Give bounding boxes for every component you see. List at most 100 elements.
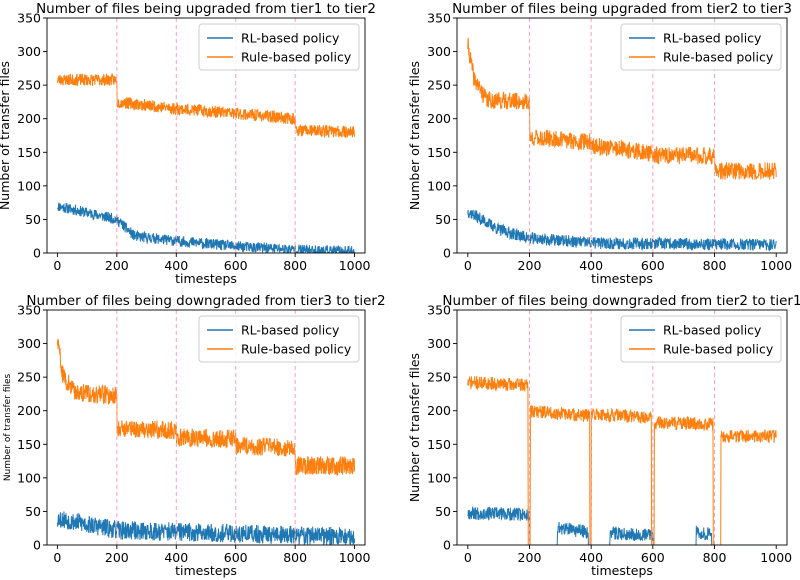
x-axis-label: timesteps xyxy=(591,271,653,286)
series-line-rule xyxy=(56,72,356,139)
subplot-3: 0 200 400 600 800 1000050100150200250300350Nu… xyxy=(3,293,386,578)
legend: RL-based policy Rule-based policy xyxy=(620,315,782,363)
y-tick-label: 200 xyxy=(17,111,41,126)
y-tick-label: 200 xyxy=(427,111,451,126)
chart-title: Number of files being upgraded from tier… xyxy=(36,1,376,17)
y-tick-label: 250 xyxy=(17,78,41,93)
plot-area xyxy=(467,37,777,252)
series-line-rl xyxy=(467,209,777,252)
y-tick-label: 350 xyxy=(17,303,41,318)
x-tick-label: 1000 xyxy=(760,258,792,273)
x-tick-label: 1000 xyxy=(339,550,371,565)
x-tick-label: 0 xyxy=(53,550,61,565)
legend-box xyxy=(198,315,360,363)
y-tick-label: 150 xyxy=(427,437,451,452)
axes-frame xyxy=(456,17,788,254)
x-tick-label: 200 xyxy=(518,550,542,565)
x-axis-label: timesteps xyxy=(175,271,237,286)
y-tick-label: 50 xyxy=(25,212,41,227)
x-tick-label: 800 xyxy=(283,258,307,273)
x-tick-label: 600 xyxy=(641,550,665,565)
y-tick-label: 100 xyxy=(427,178,451,193)
legend-label-rl: RL-based policy xyxy=(663,31,762,46)
series-line-rule xyxy=(467,375,777,545)
subplot-2: 0 200 400 600 800 1000050100150200250300350Nu… xyxy=(407,1,792,286)
x-tick-label: 200 xyxy=(105,258,129,273)
legend-label-rule: Rule-based policy xyxy=(663,342,774,357)
x-axis-label: timesteps xyxy=(175,563,237,578)
legend-label-rl: RL-based policy xyxy=(241,323,340,338)
legend: RL-based policy Rule-based policy xyxy=(620,23,782,71)
series-line-rule xyxy=(467,37,777,180)
y-tick-label: 0 xyxy=(33,246,41,261)
legend-box xyxy=(620,315,782,363)
x-tick-label: 400 xyxy=(579,550,603,565)
y-tick-label: 250 xyxy=(427,78,451,93)
series-line-rl xyxy=(467,506,777,545)
legend-box xyxy=(198,23,360,71)
x-tick-label: 0 xyxy=(464,258,472,273)
axes-frame xyxy=(456,309,788,546)
x-tick-label: 0 xyxy=(53,258,61,273)
x-tick-label: 800 xyxy=(703,550,727,565)
axes-frame xyxy=(46,17,366,254)
y-tick-label: 350 xyxy=(427,11,451,26)
y-tick-label: 300 xyxy=(427,336,451,351)
y-tick-label: 200 xyxy=(427,403,451,418)
x-tick-label: 1000 xyxy=(760,550,792,565)
subplot-1: 0 200 400 600 800 1000050100150200250300350Nu… xyxy=(0,1,376,286)
x-tick-label: 400 xyxy=(579,258,603,273)
legend: RL-based policy Rule-based policy xyxy=(198,315,360,363)
chart-title: Number of files being upgraded from tier… xyxy=(452,1,792,17)
y-tick-label: 350 xyxy=(17,11,41,26)
x-tick-label: 800 xyxy=(703,258,727,273)
x-tick-label: 200 xyxy=(105,550,129,565)
y-tick-label: 100 xyxy=(427,470,451,485)
y-tick-label: 350 xyxy=(427,303,451,318)
y-tick-label: 50 xyxy=(435,504,451,519)
y-tick-label: 300 xyxy=(17,336,41,351)
y-axis-label: Number of transfer files xyxy=(407,61,422,210)
series-line-rl xyxy=(56,511,356,545)
y-tick-label: 150 xyxy=(427,145,451,160)
y-tick-label: 300 xyxy=(17,44,41,59)
x-tick-label: 400 xyxy=(164,258,188,273)
x-tick-label: 0 xyxy=(464,550,472,565)
y-tick-label: 0 xyxy=(33,538,41,553)
y-axis-label: Number of transfer files xyxy=(3,374,13,482)
chart-title: Number of files being downgraded from ti… xyxy=(442,293,800,309)
y-tick-label: 150 xyxy=(17,437,41,452)
legend-label-rule: Rule-based policy xyxy=(241,342,352,357)
x-tick-label: 200 xyxy=(518,258,542,273)
series-line-rule xyxy=(56,339,356,477)
plot-area xyxy=(467,375,777,545)
y-tick-label: 50 xyxy=(25,504,41,519)
x-tick-label: 800 xyxy=(283,550,307,565)
x-tick-label: 600 xyxy=(224,550,248,565)
y-tick-label: 0 xyxy=(443,538,451,553)
legend-label-rl: RL-based policy xyxy=(663,323,762,338)
y-tick-label: 100 xyxy=(17,178,41,193)
legend-label-rule: Rule-based policy xyxy=(663,50,774,65)
series-line-rl xyxy=(57,202,356,253)
legend: RL-based policy Rule-based policy xyxy=(198,23,360,71)
axes-frame xyxy=(46,309,366,546)
y-axis-label: Number of transfer files xyxy=(0,61,12,210)
plot-area xyxy=(56,339,356,545)
x-tick-label: 1000 xyxy=(339,258,371,273)
y-tick-label: 100 xyxy=(17,470,41,485)
chart-title: Number of files being downgraded from ti… xyxy=(26,293,385,309)
x-tick-label: 600 xyxy=(224,258,248,273)
legend-box xyxy=(620,23,782,71)
x-axis-label: timesteps xyxy=(591,563,653,578)
x-tick-label: 600 xyxy=(641,258,665,273)
y-tick-label: 250 xyxy=(17,370,41,385)
y-tick-label: 50 xyxy=(435,212,451,227)
y-tick-label: 200 xyxy=(17,403,41,418)
y-tick-label: 0 xyxy=(443,246,451,261)
legend-label-rule: Rule-based policy xyxy=(241,50,352,65)
plot-area xyxy=(56,72,356,253)
y-axis-label: Number of transfer files xyxy=(407,353,422,502)
legend-label-rl: RL-based policy xyxy=(241,31,340,46)
